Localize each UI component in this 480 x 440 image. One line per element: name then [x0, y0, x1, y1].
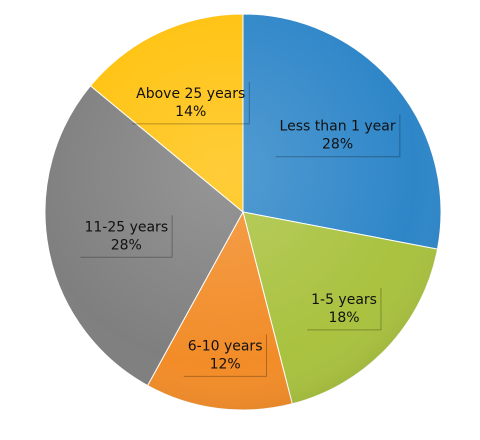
slice-category-label: 11-25 years	[84, 219, 168, 235]
label-callout-bracket	[80, 215, 173, 258]
slice-category-label: Above 25 years	[136, 86, 245, 102]
slice-value-label: 12%	[210, 356, 241, 372]
data-label-1-5-years: 1-5 years 18%	[311, 292, 377, 326]
slice-category-label: Less than 1 year	[280, 119, 396, 135]
data-label-11-25-years: 11-25 years 28%	[84, 219, 168, 253]
slice-value-label: 28%	[111, 237, 142, 253]
slice-value-label: 18%	[328, 310, 359, 326]
data-label-above-25-years: Above 25 years 14%	[136, 86, 245, 120]
slice-category-label: 6-10 years	[188, 338, 263, 354]
slice-value-label: 28%	[322, 137, 353, 153]
data-label-6-10-years: 6-10 years 12%	[188, 338, 263, 372]
data-label-less-than-1-year: Less than 1 year 28%	[280, 119, 396, 153]
label-callout-bracket	[183, 334, 268, 377]
label-callout-bracket	[307, 287, 382, 331]
label-callout-bracket	[275, 114, 401, 158]
slice-value-label: 14%	[175, 104, 206, 120]
slice-category-label: 1-5 years	[311, 292, 377, 308]
label-callout-bracket	[132, 81, 250, 125]
